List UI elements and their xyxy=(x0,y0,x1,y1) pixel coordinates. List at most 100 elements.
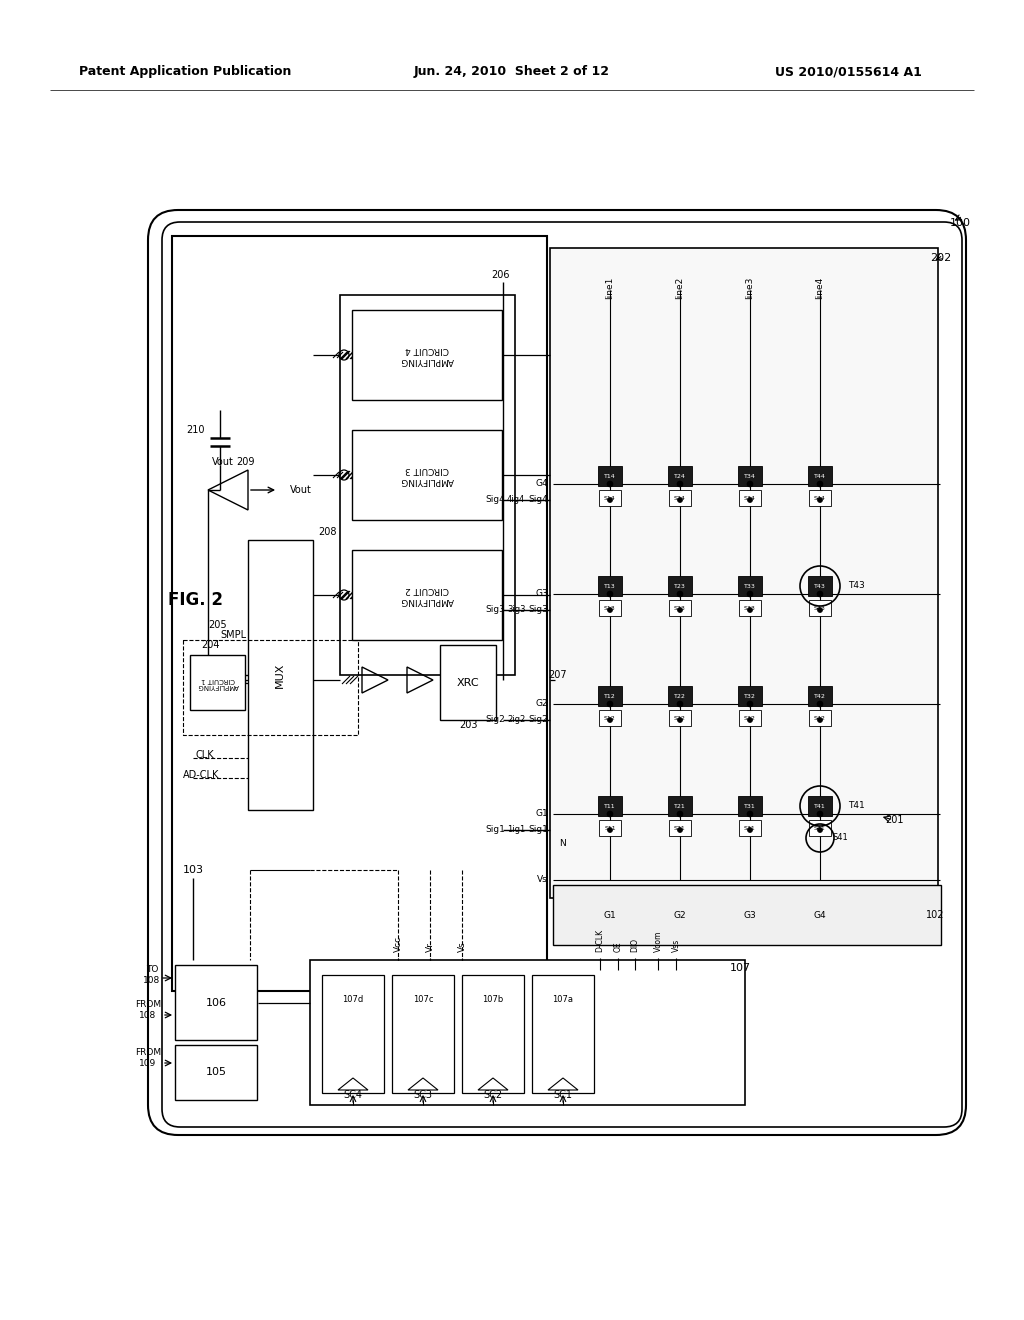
Text: 207: 207 xyxy=(549,671,567,680)
Circle shape xyxy=(817,498,822,503)
Text: S23: S23 xyxy=(674,606,686,610)
Text: S33: S33 xyxy=(744,606,756,610)
Text: 2ig2: 2ig2 xyxy=(507,715,525,725)
Circle shape xyxy=(677,591,683,597)
Bar xyxy=(808,576,831,597)
Text: S24: S24 xyxy=(674,495,686,500)
Circle shape xyxy=(677,701,683,708)
Text: SC1: SC1 xyxy=(554,1090,572,1100)
Text: T24: T24 xyxy=(674,474,686,479)
Bar xyxy=(668,686,692,706)
Bar xyxy=(739,490,761,506)
Circle shape xyxy=(748,828,753,833)
Bar xyxy=(462,975,524,1093)
Text: T33: T33 xyxy=(744,583,756,589)
Text: 107: 107 xyxy=(729,964,751,973)
Circle shape xyxy=(678,498,683,503)
Bar xyxy=(598,796,622,816)
Text: SC2: SC2 xyxy=(483,1090,503,1100)
Bar xyxy=(809,490,831,506)
Bar xyxy=(809,820,831,836)
Circle shape xyxy=(817,718,822,722)
Circle shape xyxy=(817,828,822,833)
Bar xyxy=(440,645,496,719)
Text: Sig1: Sig1 xyxy=(528,825,548,834)
Text: S41: S41 xyxy=(814,825,826,830)
Text: Vout: Vout xyxy=(212,457,233,467)
Bar xyxy=(175,1045,257,1100)
Text: AMPLIFYING
CIRCUIT 1: AMPLIFYING CIRCUIT 1 xyxy=(198,676,239,689)
Text: S11: S11 xyxy=(604,825,615,830)
Bar xyxy=(738,796,762,816)
Text: Vcc: Vcc xyxy=(393,936,402,952)
Circle shape xyxy=(607,701,613,708)
Text: 107a: 107a xyxy=(553,995,573,1005)
Circle shape xyxy=(748,718,753,722)
Bar xyxy=(172,236,547,991)
Text: Patent Application Publication: Patent Application Publication xyxy=(79,66,291,78)
Circle shape xyxy=(607,498,612,503)
Bar xyxy=(669,601,691,616)
Text: SC3: SC3 xyxy=(414,1090,432,1100)
Text: XRC: XRC xyxy=(457,678,479,688)
Bar xyxy=(183,640,358,735)
Bar xyxy=(553,884,941,945)
Text: S12: S12 xyxy=(604,715,615,721)
Bar xyxy=(738,686,762,706)
Circle shape xyxy=(607,607,612,612)
Text: 4ig4: 4ig4 xyxy=(507,495,525,504)
Bar xyxy=(310,960,745,1105)
Text: T31: T31 xyxy=(744,804,756,808)
Text: AD-CLK: AD-CLK xyxy=(183,770,219,780)
Text: S31: S31 xyxy=(744,825,756,830)
Text: Sig2: Sig2 xyxy=(485,715,505,725)
Text: line1: line1 xyxy=(605,277,614,300)
Text: S43: S43 xyxy=(814,606,826,610)
Bar xyxy=(340,294,515,675)
Bar xyxy=(739,601,761,616)
Bar xyxy=(599,820,621,836)
Text: S22: S22 xyxy=(674,715,686,721)
Text: 107d: 107d xyxy=(342,995,364,1005)
Circle shape xyxy=(677,480,683,487)
Bar xyxy=(738,466,762,486)
Text: T11: T11 xyxy=(604,804,615,808)
Bar xyxy=(808,466,831,486)
Text: G2: G2 xyxy=(536,700,548,709)
Bar xyxy=(808,796,831,816)
Text: 107c: 107c xyxy=(413,995,433,1005)
Bar xyxy=(668,796,692,816)
Bar xyxy=(190,655,245,710)
Text: 105: 105 xyxy=(206,1067,226,1077)
Text: 103: 103 xyxy=(182,865,204,875)
Bar xyxy=(739,710,761,726)
Text: S42: S42 xyxy=(814,715,826,721)
Text: S34: S34 xyxy=(744,495,756,500)
Text: 210: 210 xyxy=(186,425,205,436)
Circle shape xyxy=(677,810,683,817)
Text: MUX: MUX xyxy=(275,663,285,688)
Bar xyxy=(598,686,622,706)
Text: SMPL: SMPL xyxy=(220,630,246,640)
Text: SC4: SC4 xyxy=(343,1090,362,1100)
Circle shape xyxy=(678,718,683,722)
Text: Sig4: Sig4 xyxy=(485,495,505,504)
Text: 1ig1: 1ig1 xyxy=(507,825,525,834)
Circle shape xyxy=(607,810,613,817)
Text: Jun. 24, 2010  Sheet 2 of 12: Jun. 24, 2010 Sheet 2 of 12 xyxy=(414,66,610,78)
Bar xyxy=(739,820,761,836)
Circle shape xyxy=(817,480,823,487)
Text: 102: 102 xyxy=(926,909,944,920)
Bar xyxy=(668,576,692,597)
Text: T23: T23 xyxy=(674,583,686,589)
Text: Sig1: Sig1 xyxy=(485,825,505,834)
Text: 107b: 107b xyxy=(482,995,504,1005)
Text: D-CLK: D-CLK xyxy=(596,929,604,952)
Bar xyxy=(809,710,831,726)
Text: S41: S41 xyxy=(833,833,848,842)
Text: OE: OE xyxy=(613,941,623,952)
Text: T44: T44 xyxy=(814,474,826,479)
Circle shape xyxy=(748,498,753,503)
Circle shape xyxy=(817,607,822,612)
Text: Vss: Vss xyxy=(672,939,681,952)
